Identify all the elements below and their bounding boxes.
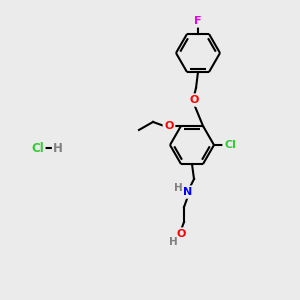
Text: Cl: Cl [224, 140, 236, 150]
Text: H: H [174, 183, 182, 193]
Text: O: O [176, 229, 186, 239]
Text: H: H [53, 142, 63, 154]
Text: Cl: Cl [32, 142, 44, 154]
Text: F: F [194, 16, 202, 26]
Text: N: N [183, 187, 193, 197]
Text: O: O [164, 121, 174, 131]
Text: O: O [189, 95, 199, 105]
Text: H: H [169, 237, 177, 247]
